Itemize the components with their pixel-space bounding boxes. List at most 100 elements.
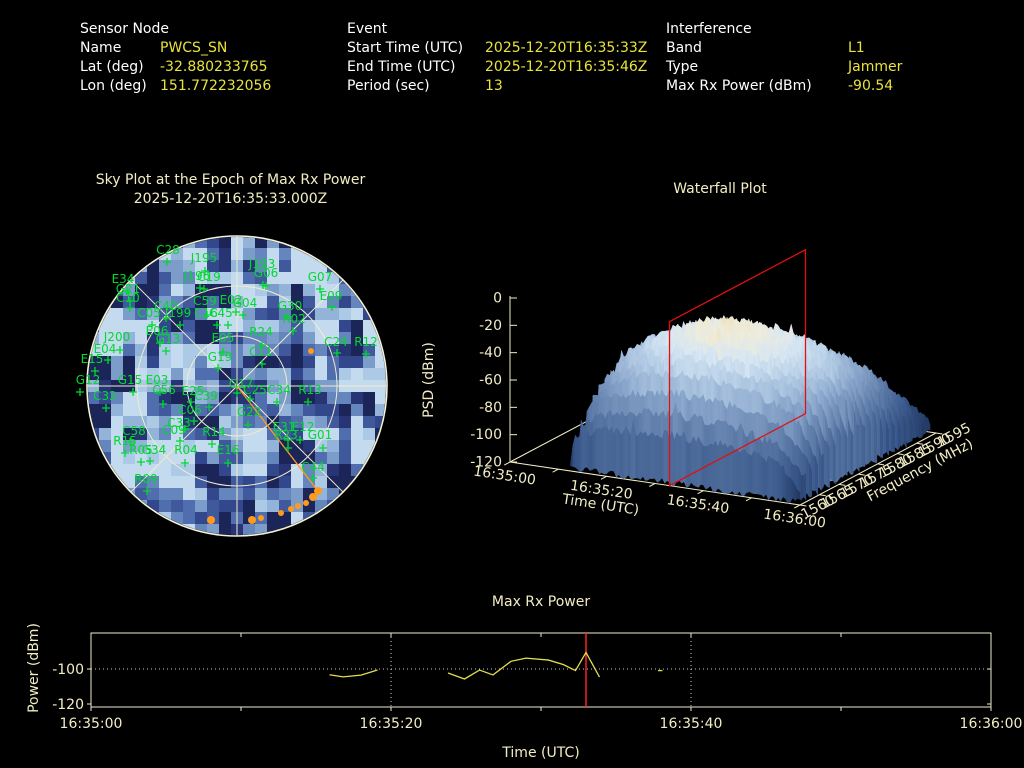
satellite-marker bbox=[273, 398, 281, 406]
jammer-dot bbox=[309, 493, 317, 501]
sensor-lon-label: Lon (deg) bbox=[80, 78, 147, 94]
sensor-name-value: PWCS_SN bbox=[160, 40, 228, 56]
event-panel: Event Start Time (UTC) 2025-12-20T16:35:3… bbox=[347, 20, 647, 96]
event-end-label: End Time (UTC) bbox=[347, 59, 456, 75]
power-chart: 16:35:00 16:35:20 16:35:40 16:36:00 -100 -120… bbox=[26, 623, 1022, 761]
event-end-value: 2025-12-20T16:35:46Z bbox=[485, 59, 648, 75]
satellite-marker bbox=[258, 341, 266, 349]
satellite-marker bbox=[200, 285, 208, 293]
satellite-marker bbox=[284, 444, 292, 452]
satellite-label: R15 bbox=[113, 434, 137, 448]
satellite-marker bbox=[102, 404, 110, 412]
waterfall-psd-tick-label: -60 bbox=[479, 372, 502, 388]
satellite-marker bbox=[203, 311, 211, 319]
satellite-label: E09 bbox=[320, 289, 343, 303]
sensor-name-label: Name bbox=[80, 40, 122, 56]
satellite-label: J196 bbox=[183, 269, 210, 283]
satellite-label: J195 bbox=[190, 251, 217, 265]
waterfall-psd-tick-label: -120 bbox=[470, 454, 502, 470]
jammer-dot bbox=[288, 506, 294, 512]
satellite-label: E15 bbox=[81, 352, 104, 366]
satellite-marker bbox=[162, 347, 170, 355]
satellite-marker bbox=[126, 304, 134, 312]
satellite-label: E34 bbox=[112, 272, 135, 286]
satellite-marker bbox=[213, 321, 221, 329]
satellite-marker bbox=[156, 388, 164, 396]
satellite-marker bbox=[304, 398, 312, 406]
satellite-marker bbox=[219, 348, 227, 356]
satellite-label: E16 bbox=[217, 443, 240, 457]
satellite-label: R23 bbox=[274, 428, 298, 442]
satellite-marker bbox=[126, 297, 134, 305]
satellite-marker bbox=[76, 388, 84, 396]
satellite-marker bbox=[224, 321, 232, 329]
satellite-label: E02 bbox=[220, 293, 243, 307]
satellite-marker bbox=[143, 487, 151, 495]
satellite-marker bbox=[181, 459, 189, 467]
event-start-label: Start Time (UTC) bbox=[347, 40, 464, 56]
satellite-marker bbox=[163, 258, 171, 266]
satellite-marker bbox=[239, 311, 247, 319]
satellite-marker bbox=[208, 440, 216, 448]
event-slice-outline bbox=[668, 248, 807, 487]
satellite-label: R12 bbox=[354, 335, 378, 349]
satellite-label: C06 bbox=[178, 403, 202, 417]
satellite-marker bbox=[116, 346, 124, 354]
interference-title: Interference bbox=[666, 21, 752, 37]
sensor-lon-row: Lon (deg) 151.772232056 bbox=[80, 77, 271, 96]
satellite-label: C40 bbox=[154, 299, 178, 313]
satellite-marker bbox=[148, 321, 156, 329]
interference-type-value: Jammer bbox=[848, 59, 903, 75]
satellite-label: C44 bbox=[301, 460, 325, 474]
satellite-marker bbox=[91, 367, 99, 375]
sky-plot-title-line2: 2025-12-20T16:35:33.000Z bbox=[133, 191, 328, 207]
power-x-axis-label: Time (UTC) bbox=[501, 745, 579, 761]
event-slice-plane bbox=[668, 248, 807, 487]
sensor-node-title: Sensor Node bbox=[80, 21, 169, 37]
interference-band-row: Band L1 bbox=[666, 39, 902, 58]
satellite-marker bbox=[159, 400, 167, 408]
satellite-label: G06 bbox=[254, 266, 279, 280]
satellite-marker bbox=[319, 444, 327, 452]
sensor-name-row: Name PWCS_SN bbox=[80, 39, 271, 58]
sensor-lat-label: Lat (deg) bbox=[80, 59, 144, 75]
event-period-label: Period (sec) bbox=[347, 78, 430, 94]
satellite-marker bbox=[196, 284, 204, 292]
satellite-label: G15 bbox=[118, 373, 143, 387]
power-x-tick-label: 16:36:00 bbox=[960, 716, 1023, 732]
power-x-tick-label: 16:35:40 bbox=[660, 716, 723, 732]
satellite-marker bbox=[181, 425, 189, 433]
event-period-value: 13 bbox=[485, 78, 503, 94]
satellite-label: C39 bbox=[194, 389, 218, 403]
jammer-dot bbox=[278, 510, 284, 516]
waterfall-psd-tick-label: -80 bbox=[479, 400, 502, 416]
satellite-label: C09 bbox=[162, 423, 186, 437]
satellite-marker bbox=[205, 403, 213, 411]
satellite-label: C25 bbox=[243, 383, 267, 397]
satellite-label: C32 bbox=[93, 389, 117, 403]
satellite-marker bbox=[262, 282, 270, 290]
satellite-label: E25 bbox=[182, 384, 205, 398]
satellite-marker bbox=[201, 267, 209, 275]
satellite-label: J200 bbox=[103, 330, 130, 344]
satellite-label: R14 bbox=[202, 425, 226, 439]
power-series bbox=[329, 651, 663, 680]
satellite-label: C05 bbox=[137, 306, 161, 320]
satellite-label: C28 bbox=[156, 243, 180, 257]
sensor-lon-value: 151.772232056 bbox=[160, 78, 272, 94]
jammer-dot bbox=[295, 503, 301, 509]
power-plot-frame bbox=[90, 632, 992, 708]
satellite-marker bbox=[246, 395, 254, 403]
satellite-marker bbox=[232, 308, 240, 316]
satellite-label: C10 bbox=[116, 291, 140, 305]
satellite-marker bbox=[224, 459, 232, 467]
satellite-marker bbox=[244, 421, 252, 429]
satellite-marker bbox=[233, 389, 241, 397]
power-x-tick-label: 16:35:00 bbox=[60, 716, 123, 732]
satellite-label: E05 bbox=[212, 331, 235, 345]
satellite-marker bbox=[121, 449, 129, 457]
interference-panel: Interference Band L1 Type Jammer Max Rx Po… bbox=[666, 20, 902, 96]
satellite-label: R02 bbox=[282, 312, 306, 326]
